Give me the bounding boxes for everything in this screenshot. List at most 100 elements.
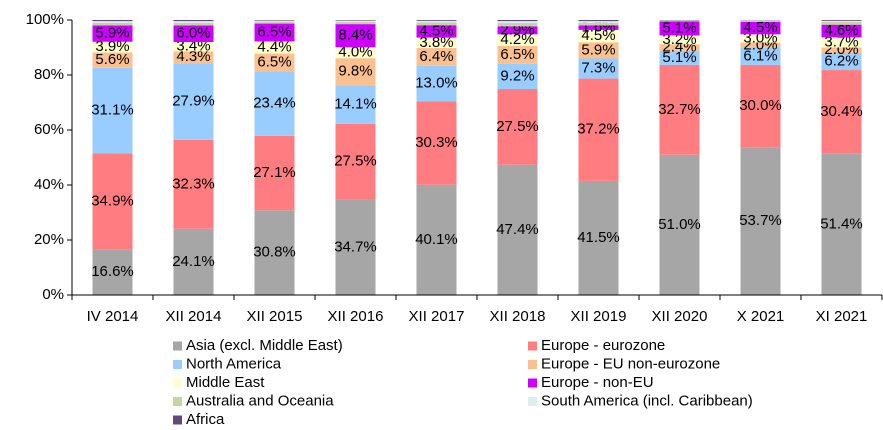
- data-label: 30.3%: [415, 134, 458, 151]
- data-label: 5.9%: [581, 41, 615, 58]
- x-tick-label: XII 2016: [328, 308, 384, 325]
- bar-segment: [416, 48, 457, 66]
- x-tick-label: XII 2015: [247, 308, 303, 325]
- bar-segment: [254, 53, 295, 72]
- bar-segment: [659, 44, 700, 51]
- data-label: 5.9%: [95, 25, 129, 42]
- bar-segment: [254, 20, 295, 22]
- bar-segment: [740, 147, 781, 295]
- bar-segment: [740, 34, 781, 43]
- legend-marker: [528, 360, 537, 369]
- bar-segment: [173, 20, 214, 22]
- data-label: 27.5%: [334, 153, 377, 170]
- bar-segment: [659, 21, 700, 36]
- data-label: 6.0%: [176, 25, 210, 42]
- bar-segment: [416, 22, 457, 26]
- bar-segment: [578, 25, 619, 30]
- legend-label: North America: [186, 355, 282, 372]
- y-tick-label: 40%: [34, 176, 64, 193]
- data-label: 7.3%: [581, 60, 615, 77]
- legend-label: Asia (excl. Middle East): [186, 337, 343, 354]
- data-label: 34.9%: [91, 192, 134, 209]
- bar-segment: [335, 47, 376, 59]
- data-label: 4.6%: [824, 22, 858, 39]
- data-label: 30.0%: [739, 97, 782, 114]
- bar-segment: [335, 58, 376, 86]
- bar-segment: [821, 70, 862, 154]
- data-label: 14.1%: [334, 96, 377, 113]
- bar-segment: [254, 135, 295, 211]
- bar-segment: [254, 210, 295, 295]
- legend-marker: [173, 415, 182, 425]
- bar-segment: [416, 20, 457, 21]
- data-label: 6.1%: [743, 47, 777, 64]
- data-label: 8.4%: [338, 27, 372, 44]
- bar-segment: [497, 20, 538, 22]
- bar-segment: [740, 48, 781, 65]
- legend-marker: [173, 360, 182, 369]
- x-tick-label: XII 2014: [166, 308, 222, 325]
- data-label: 6.5%: [257, 53, 291, 70]
- legend-marker: [528, 397, 537, 406]
- bar-segment: [335, 85, 376, 124]
- data-label: 47.4%: [496, 221, 539, 238]
- data-label: 9.8%: [338, 63, 372, 80]
- bar-segment: [173, 51, 214, 64]
- bar-segment: [173, 228, 214, 295]
- y-tick-label: 60%: [34, 121, 64, 138]
- bar-segment: [578, 20, 619, 22]
- data-label: 13.0%: [415, 74, 458, 91]
- bar-segment: [335, 21, 376, 25]
- bar-segment: [740, 21, 781, 35]
- bar-segment: [578, 42, 619, 59]
- data-label: 4.2%: [500, 31, 534, 48]
- data-label: 5.1%: [662, 49, 696, 66]
- bar-segment: [578, 78, 619, 181]
- bar-segment: [497, 63, 538, 90]
- bar-segment: [416, 184, 457, 295]
- bar-segment: [92, 41, 133, 53]
- bar-segment: [578, 21, 619, 23]
- data-label: 4.4%: [257, 38, 291, 55]
- bar-segment: [821, 47, 862, 53]
- x-tick-label: XII 2020: [652, 308, 708, 325]
- bar-segment: [821, 20, 862, 21]
- legend-label: Middle East: [186, 374, 265, 391]
- data-label: 27.1%: [253, 164, 296, 181]
- bar-segment: [92, 249, 133, 295]
- bar-segment: [659, 50, 700, 65]
- data-label: 5.6%: [95, 51, 129, 68]
- x-tick-label: IV 2014: [87, 308, 139, 325]
- data-label: 6.2%: [824, 52, 858, 69]
- bar-segment: [416, 37, 457, 49]
- bar-segment: [173, 21, 214, 23]
- bar-segment: [254, 21, 295, 24]
- data-label: 32.3%: [172, 175, 215, 192]
- x-tick-label: X 2021: [737, 308, 785, 325]
- legend-marker: [528, 341, 537, 351]
- data-label: 4.5%: [581, 27, 615, 44]
- bar-segment: [578, 58, 619, 79]
- bar-segment: [659, 64, 700, 155]
- data-label: 27.5%: [496, 118, 539, 135]
- data-label: 30.4%: [820, 103, 863, 120]
- data-label: 41.5%: [577, 229, 620, 246]
- bar-segment: [254, 23, 295, 42]
- data-label: 40.1%: [415, 231, 458, 248]
- bar-segment: [497, 21, 538, 24]
- bar-segment: [821, 153, 862, 295]
- y-tick-label: 0%: [42, 286, 64, 303]
- bar-segment: [254, 41, 295, 54]
- x-tick-label: XI 2021: [816, 308, 868, 325]
- bar-segment: [821, 37, 862, 48]
- bar-segment: [173, 22, 214, 26]
- bar-segment: [821, 24, 862, 38]
- bar-segment: [821, 21, 862, 25]
- bar-segment: [92, 21, 133, 23]
- legend-marker: [528, 378, 537, 388]
- bar-segment: [92, 153, 133, 250]
- bar-segment: [416, 65, 457, 102]
- data-label: 16.6%: [91, 263, 134, 280]
- bar-segment: [821, 53, 862, 71]
